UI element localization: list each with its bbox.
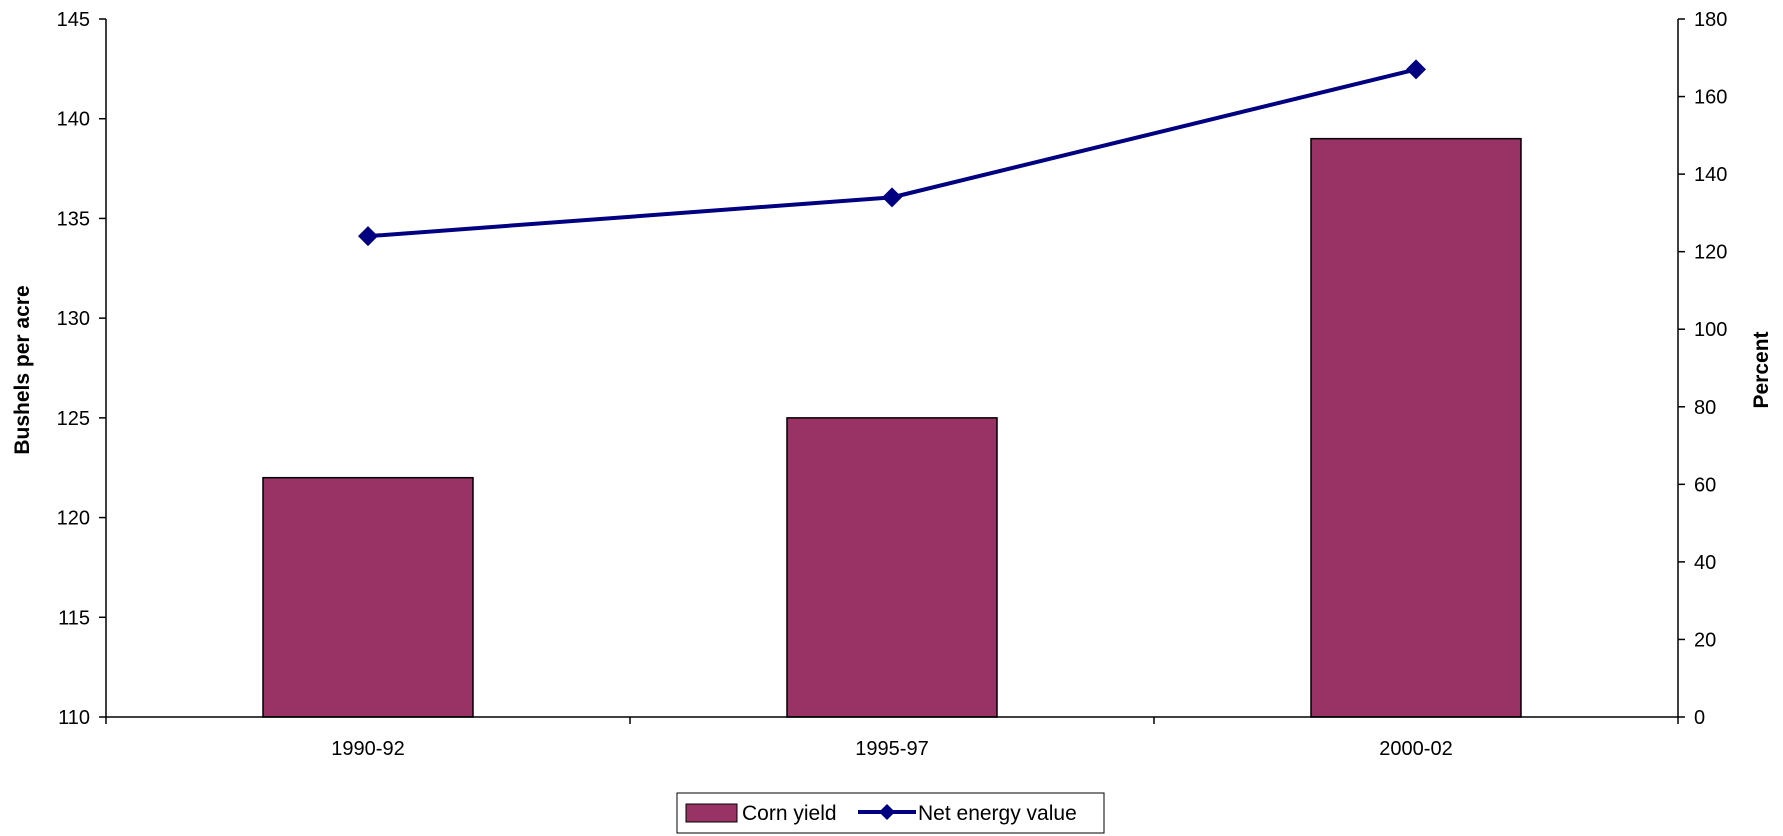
- y2-axis-title: Percent: [1750, 331, 1773, 408]
- y2-tick-label: 60: [1694, 474, 1716, 496]
- y2-tick-label: 40: [1694, 552, 1716, 574]
- y-tick-label: 110: [58, 707, 90, 729]
- y-tick-label: 145: [57, 9, 90, 31]
- legend-swatch-corn-yield: [685, 803, 738, 823]
- y2-tick-label: 100: [1694, 319, 1727, 341]
- y2-tick-label: 120: [1694, 242, 1727, 264]
- y2-tick-label: 180: [1694, 9, 1727, 31]
- y2-tick-label: 0: [1694, 707, 1705, 729]
- y2-tick-label: 140: [1694, 164, 1727, 186]
- y-tick-label: 140: [57, 109, 90, 131]
- axes-layer: [105, 19, 1679, 718]
- x-tick-label: 1995-97: [855, 738, 928, 760]
- bar-1995-97: [786, 417, 998, 718]
- y-tick-label: 115: [58, 607, 90, 629]
- y2-tick-label: 160: [1694, 87, 1727, 109]
- y2-tick-label: 20: [1694, 629, 1716, 651]
- bars-layer: [262, 137, 1522, 718]
- y2-tick-label: 80: [1694, 397, 1716, 419]
- line-layer: [358, 59, 1426, 247]
- bar-2000-02: [1310, 137, 1522, 718]
- net-energy-point-1995-97: [882, 187, 902, 208]
- net-energy-point-1990-92: [358, 226, 378, 247]
- legend-marker-net-energy: [879, 804, 895, 820]
- bar-1990-92: [262, 476, 474, 718]
- legend-label-net-energy: Net energy value: [918, 802, 1077, 825]
- legend-label-corn-yield: Corn yield: [742, 802, 837, 825]
- y-tick-label: 130: [57, 308, 90, 330]
- ticks-layer: 110 115 120 125 130 135 140 145 0 20 40 60 80 100 120 1…: [57, 9, 1728, 760]
- y-tick-label: 120: [57, 508, 90, 530]
- legend: Corn yield Net energy value: [676, 792, 1105, 834]
- y-tick-label: 125: [57, 408, 90, 430]
- x-tick-label: 2000-02: [1379, 738, 1452, 760]
- x-tick-label: 1990-92: [331, 738, 404, 760]
- y-axis-title: Bushels per acre: [11, 285, 34, 454]
- y-tick-label: 135: [57, 208, 90, 230]
- net-energy-point-2000-02: [1406, 59, 1426, 80]
